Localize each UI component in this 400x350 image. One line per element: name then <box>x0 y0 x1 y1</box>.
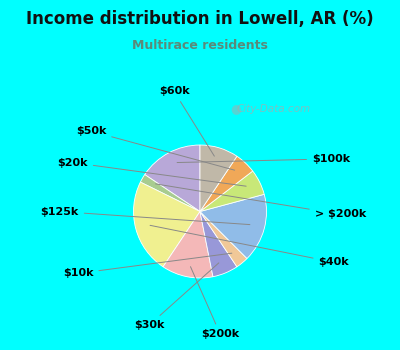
Wedge shape <box>140 175 200 211</box>
Text: ●: ● <box>230 103 241 116</box>
Text: > $200k: > $200k <box>156 184 366 219</box>
Wedge shape <box>200 171 264 211</box>
Text: $10k: $10k <box>63 253 232 278</box>
Wedge shape <box>200 145 237 211</box>
Text: $20k: $20k <box>57 158 246 186</box>
Text: $50k: $50k <box>76 126 234 170</box>
Text: $60k: $60k <box>159 86 214 156</box>
Text: Income distribution in Lowell, AR (%): Income distribution in Lowell, AR (%) <box>26 10 374 28</box>
Wedge shape <box>134 182 200 267</box>
Text: $30k: $30k <box>134 263 219 330</box>
Wedge shape <box>145 145 200 211</box>
Wedge shape <box>163 211 213 278</box>
Wedge shape <box>200 194 266 259</box>
Text: $40k: $40k <box>150 225 349 267</box>
Wedge shape <box>200 156 253 211</box>
Text: $100k: $100k <box>177 154 350 164</box>
Wedge shape <box>200 211 247 267</box>
Text: $125k: $125k <box>40 206 250 225</box>
Wedge shape <box>200 211 237 277</box>
Text: Multirace residents: Multirace residents <box>132 39 268 52</box>
Text: City-Data.com: City-Data.com <box>237 104 311 114</box>
Text: $200k: $200k <box>190 267 239 339</box>
